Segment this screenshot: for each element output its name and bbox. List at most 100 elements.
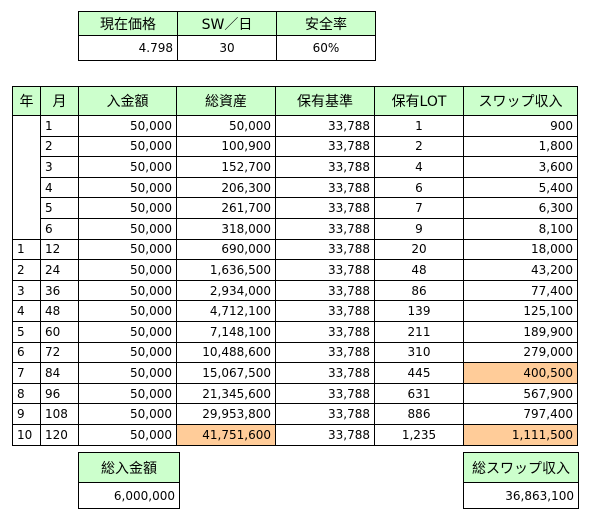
cell-swap[interactable]: 279,000 — [463, 341, 578, 364]
cell-assets[interactable]: 318,000 — [176, 217, 276, 240]
cell-swap[interactable]: 8,100 — [463, 217, 578, 240]
cell-swap[interactable]: 43,200 — [463, 259, 578, 281]
cell-basis[interactable]: 33,788 — [275, 238, 375, 261]
cell-deposit[interactable]: 50,000 — [78, 238, 177, 261]
cell-month[interactable]: 96 — [40, 382, 79, 405]
cell-basis[interactable]: 33,788 — [275, 300, 375, 322]
cell-assets[interactable]: 4,712,100 — [176, 300, 276, 322]
cell-lot[interactable]: 2 — [374, 135, 464, 158]
cell-month[interactable]: 72 — [40, 341, 79, 364]
total-deposit-value[interactable]: 6,000,000 — [78, 482, 180, 509]
cell-year[interactable]: 2 — [12, 259, 41, 281]
cell-deposit[interactable]: 50,000 — [78, 403, 177, 425]
cell-month[interactable]: 5 — [40, 197, 79, 219]
cell-lot[interactable]: 7 — [374, 197, 464, 219]
cell-year[interactable]: 3 — [12, 279, 41, 302]
cell-lot[interactable]: 48 — [374, 259, 464, 281]
cell-month[interactable]: 3 — [40, 156, 79, 178]
cell-year[interactable]: 5 — [12, 320, 41, 343]
cell-basis[interactable]: 33,788 — [275, 259, 375, 281]
cell-month[interactable]: 1 — [40, 115, 79, 137]
cell-swap[interactable]: 5,400 — [463, 176, 578, 199]
cell-lot[interactable]: 310 — [374, 341, 464, 364]
cell-deposit[interactable]: 50,000 — [78, 115, 177, 137]
cell-deposit[interactable]: 50,000 — [78, 176, 177, 199]
cell-swap[interactable]: 189,900 — [463, 320, 578, 343]
cell-assets[interactable]: 690,000 — [176, 238, 276, 261]
cell-year[interactable]: 10 — [12, 423, 41, 446]
cell-deposit[interactable]: 50,000 — [78, 279, 177, 302]
cell-month[interactable]: 48 — [40, 300, 79, 322]
cell-assets[interactable]: 206,300 — [176, 176, 276, 199]
safety-rate-value[interactable]: 60% — [276, 35, 376, 61]
cell-lot[interactable]: 20 — [374, 238, 464, 261]
cell-swap[interactable]: 400,500 — [463, 362, 578, 384]
cell-swap[interactable]: 6,300 — [463, 197, 578, 219]
cell-swap[interactable]: 77,400 — [463, 279, 578, 302]
cell-lot[interactable]: 9 — [374, 217, 464, 240]
cell-assets[interactable]: 100,900 — [176, 135, 276, 158]
cell-year-merged[interactable] — [12, 115, 41, 240]
cell-swap[interactable]: 900 — [463, 115, 578, 137]
cell-month[interactable]: 24 — [40, 259, 79, 281]
cell-swap[interactable]: 1,111,500 — [463, 423, 578, 446]
cell-assets[interactable]: 152,700 — [176, 156, 276, 178]
cell-basis[interactable]: 33,788 — [275, 403, 375, 425]
cell-lot[interactable]: 1 — [374, 115, 464, 137]
cell-deposit[interactable]: 50,000 — [78, 423, 177, 446]
cell-basis[interactable]: 33,788 — [275, 115, 375, 137]
cell-basis[interactable]: 33,788 — [275, 197, 375, 219]
cell-lot[interactable]: 4 — [374, 156, 464, 178]
total-swap-value[interactable]: 36,863,100 — [463, 482, 579, 509]
cell-deposit[interactable]: 50,000 — [78, 156, 177, 178]
cell-deposit[interactable]: 50,000 — [78, 341, 177, 364]
cell-month[interactable]: 120 — [40, 423, 79, 446]
cell-month[interactable]: 36 — [40, 279, 79, 302]
cell-swap[interactable]: 567,900 — [463, 382, 578, 405]
cell-lot[interactable]: 445 — [374, 362, 464, 384]
current-price-value[interactable]: 4.798 — [78, 35, 178, 61]
cell-lot[interactable]: 86 — [374, 279, 464, 302]
cell-deposit[interactable]: 50,000 — [78, 197, 177, 219]
cell-assets[interactable]: 15,067,500 — [176, 362, 276, 384]
cell-basis[interactable]: 33,788 — [275, 362, 375, 384]
cell-swap[interactable]: 1,800 — [463, 135, 578, 158]
cell-year[interactable]: 7 — [12, 362, 41, 384]
cell-year[interactable]: 6 — [12, 341, 41, 364]
cell-basis[interactable]: 33,788 — [275, 341, 375, 364]
cell-basis[interactable]: 33,788 — [275, 217, 375, 240]
cell-assets[interactable]: 21,345,600 — [176, 382, 276, 405]
cell-assets[interactable]: 41,751,600 — [176, 423, 276, 446]
cell-basis[interactable]: 33,788 — [275, 320, 375, 343]
cell-month[interactable]: 6 — [40, 217, 79, 240]
cell-basis[interactable]: 33,788 — [275, 135, 375, 158]
cell-month[interactable]: 84 — [40, 362, 79, 384]
cell-year[interactable]: 4 — [12, 300, 41, 322]
cell-swap[interactable]: 125,100 — [463, 300, 578, 322]
cell-month[interactable]: 108 — [40, 403, 79, 425]
cell-assets[interactable]: 29,953,800 — [176, 403, 276, 425]
cell-lot[interactable]: 1,235 — [374, 423, 464, 446]
swap-per-day-value[interactable]: 30 — [177, 35, 277, 61]
cell-year[interactable]: 8 — [12, 382, 41, 405]
cell-deposit[interactable]: 50,000 — [78, 382, 177, 405]
cell-month[interactable]: 60 — [40, 320, 79, 343]
cell-basis[interactable]: 33,788 — [275, 156, 375, 178]
cell-assets[interactable]: 7,148,100 — [176, 320, 276, 343]
cell-year[interactable]: 1 — [12, 238, 41, 261]
cell-month[interactable]: 12 — [40, 238, 79, 261]
cell-basis[interactable]: 33,788 — [275, 279, 375, 302]
cell-month[interactable]: 2 — [40, 135, 79, 158]
cell-year[interactable]: 9 — [12, 403, 41, 425]
cell-assets[interactable]: 10,488,600 — [176, 341, 276, 364]
cell-swap[interactable]: 797,400 — [463, 403, 578, 425]
cell-lot[interactable]: 211 — [374, 320, 464, 343]
cell-deposit[interactable]: 50,000 — [78, 320, 177, 343]
cell-deposit[interactable]: 50,000 — [78, 300, 177, 322]
cell-deposit[interactable]: 50,000 — [78, 259, 177, 281]
cell-assets[interactable]: 50,000 — [176, 115, 276, 137]
cell-lot[interactable]: 6 — [374, 176, 464, 199]
cell-basis[interactable]: 33,788 — [275, 176, 375, 199]
cell-swap[interactable]: 3,600 — [463, 156, 578, 178]
cell-swap[interactable]: 18,000 — [463, 238, 578, 261]
